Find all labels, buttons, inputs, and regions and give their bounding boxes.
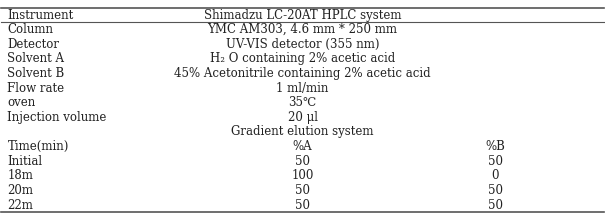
Text: 50: 50: [488, 155, 503, 168]
Text: 50: 50: [488, 199, 503, 211]
Text: 45% Acetonitrile containing 2% acetic acid: 45% Acetonitrile containing 2% acetic ac…: [174, 67, 431, 80]
Text: 50: 50: [488, 184, 503, 197]
Text: 50: 50: [295, 184, 310, 197]
Text: UV-VIS detector (355 nm): UV-VIS detector (355 nm): [226, 38, 379, 51]
Text: 50: 50: [295, 155, 310, 168]
Text: 22m: 22m: [7, 199, 33, 211]
Text: Injection volume: Injection volume: [7, 111, 107, 124]
Text: Detector: Detector: [7, 38, 59, 51]
Text: 20 μl: 20 μl: [287, 111, 318, 124]
Text: Gradient elution system: Gradient elution system: [231, 126, 374, 138]
Text: 1 ml/min: 1 ml/min: [276, 82, 329, 95]
Text: 35℃: 35℃: [289, 96, 316, 109]
Text: 50: 50: [295, 199, 310, 211]
Text: Column: Column: [7, 23, 53, 36]
Text: oven: oven: [7, 96, 36, 109]
Text: Flow rate: Flow rate: [7, 82, 65, 95]
Text: 0: 0: [491, 169, 499, 182]
Text: %A: %A: [293, 140, 312, 153]
Text: 100: 100: [292, 169, 313, 182]
Text: YMC AM303, 4.6 mm * 250 mm: YMC AM303, 4.6 mm * 250 mm: [208, 23, 397, 36]
Text: 18m: 18m: [7, 169, 33, 182]
Text: Solvent B: Solvent B: [7, 67, 65, 80]
Text: Time(min): Time(min): [7, 140, 69, 153]
Text: Initial: Initial: [7, 155, 42, 168]
Text: Instrument: Instrument: [7, 9, 74, 22]
Text: 20m: 20m: [7, 184, 33, 197]
Text: Shimadzu LC-20AT HPLC system: Shimadzu LC-20AT HPLC system: [204, 9, 401, 22]
Text: Solvent A: Solvent A: [7, 53, 64, 65]
Text: H₂ O containing 2% acetic acid: H₂ O containing 2% acetic acid: [210, 53, 395, 65]
Text: %B: %B: [485, 140, 505, 153]
